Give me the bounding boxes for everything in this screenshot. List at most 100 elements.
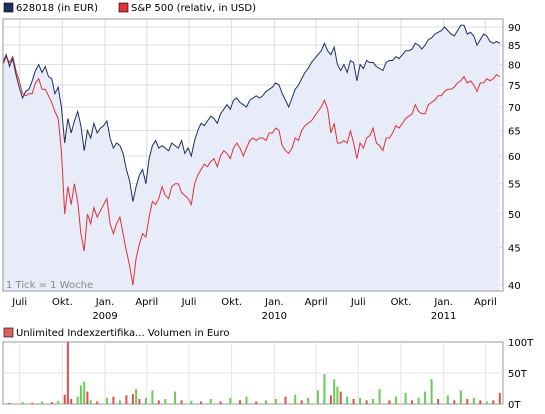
volume-y-axis: 0T 50T 100T <box>508 338 534 411</box>
tick-note: 1 Tick = 1 Woche <box>6 280 93 291</box>
volume-bar <box>300 400 303 404</box>
x-tick-label: April <box>474 297 497 308</box>
volume-legend: Unlimited Indexzertifika... Volumen in E… <box>3 327 230 339</box>
x-tick-label: Jan. <box>264 297 284 308</box>
y-tick-label: 40 <box>508 281 521 292</box>
volume-bar <box>388 400 391 404</box>
volume-legend-swatch <box>3 327 14 338</box>
volume-bar <box>479 400 482 404</box>
volume-bar <box>352 399 355 404</box>
x-tick-label: Juli <box>350 297 366 308</box>
legend-swatch-series2 <box>118 2 129 13</box>
volume-bar <box>498 392 501 404</box>
y-tick-label: 70 <box>508 103 521 114</box>
volume-bar <box>265 400 267 404</box>
volume-bar <box>200 401 203 404</box>
volume-bar <box>190 400 193 404</box>
volume-bar <box>209 399 212 404</box>
volume-bar <box>404 392 407 404</box>
volume-bar <box>118 400 121 404</box>
volume-bar <box>79 385 82 404</box>
volume-bar <box>157 400 160 404</box>
volume-bar <box>359 397 362 404</box>
volume-bar <box>219 401 222 404</box>
volume-bar <box>86 391 89 404</box>
volume-bar <box>323 374 326 404</box>
x-tick-label: April <box>135 297 158 308</box>
volume-bar <box>245 396 248 404</box>
volume-y-tick-label: 0T <box>508 400 521 410</box>
volume-bar <box>112 396 115 404</box>
x-tick-label: Jan. <box>95 297 115 308</box>
y-tick-label: 80 <box>508 60 521 71</box>
volume-bar <box>31 402 34 404</box>
volume-y-tick-label: 100T <box>508 338 534 349</box>
y-tick-label: 85 <box>508 41 521 52</box>
volume-bar <box>180 400 183 404</box>
volume-bar <box>424 391 427 404</box>
volume-bar <box>83 381 86 404</box>
volume-bar <box>8 402 11 404</box>
series1-area <box>3 25 500 291</box>
volume-bar <box>316 390 319 404</box>
y-tick-label: 90 <box>508 23 521 34</box>
volume-bar <box>339 391 342 404</box>
volume-bar <box>239 400 241 404</box>
volume-bar <box>21 402 24 404</box>
volume-bar <box>131 394 134 404</box>
y-axis: 40 45 50 55 60 65 70 75 80 85 90 <box>508 23 521 292</box>
legend-label-series2: S&P 500 (relativ, in USD) <box>131 3 256 14</box>
volume-bar <box>346 396 349 404</box>
volume-bar <box>333 379 336 404</box>
volume-bar <box>135 389 138 404</box>
volume-bar <box>89 400 92 404</box>
x-tick-label: Juli <box>11 297 27 308</box>
volume-legend-label: Unlimited Indexzertifika... Volumen in E… <box>16 328 230 339</box>
y-tick-label: 55 <box>508 180 521 191</box>
volume-bar <box>459 390 462 404</box>
volume-bar <box>453 400 456 404</box>
volume-bar <box>466 399 469 404</box>
volume-bar <box>336 386 339 404</box>
volume-y-tick-label: 50T <box>508 369 528 380</box>
x-tick-label: Okt. <box>391 297 412 308</box>
x-tick-label: Juli <box>181 297 197 308</box>
y-tick-label: 65 <box>508 127 521 138</box>
legend-label-series1: 628018 (in EUR) <box>16 3 98 14</box>
volume-grid <box>3 342 503 404</box>
volume-bar <box>138 399 141 404</box>
volume-bar <box>125 395 128 404</box>
x-tick-label: April <box>305 297 328 308</box>
volume-bar <box>76 396 79 404</box>
y-tick-label: 75 <box>508 81 521 92</box>
volume-bar <box>437 399 440 404</box>
volume-bar <box>378 389 381 404</box>
volume-bar <box>96 401 99 404</box>
volume-bar <box>492 400 495 404</box>
volume-bar <box>472 397 475 404</box>
volume-bar <box>365 400 368 404</box>
volume-bar <box>174 391 177 404</box>
volume-bar <box>411 400 414 404</box>
volume-bars <box>8 342 501 404</box>
x-year-label: 2010 <box>262 311 287 322</box>
volume-bar <box>255 401 258 404</box>
volume-bar <box>284 396 287 404</box>
volume-bar <box>164 399 167 404</box>
volume-bar <box>144 397 147 404</box>
plot-frame <box>2 18 504 292</box>
volume-bar <box>446 395 449 404</box>
volume-bar <box>41 401 43 404</box>
volume-bar <box>307 397 310 404</box>
series1-line <box>2 24 501 202</box>
x-year-label: 2011 <box>431 311 456 322</box>
volume-bar <box>105 397 108 404</box>
x-axis: Juli Okt. Jan. April Juli Okt. Jan. April Juli Ok… <box>11 297 497 322</box>
volume-bar <box>66 342 69 404</box>
volume-bar <box>417 397 420 404</box>
series2-line <box>2 55 501 286</box>
x-tick-label: Jan. <box>433 297 453 308</box>
x-tick-label: Okt. <box>52 297 73 308</box>
